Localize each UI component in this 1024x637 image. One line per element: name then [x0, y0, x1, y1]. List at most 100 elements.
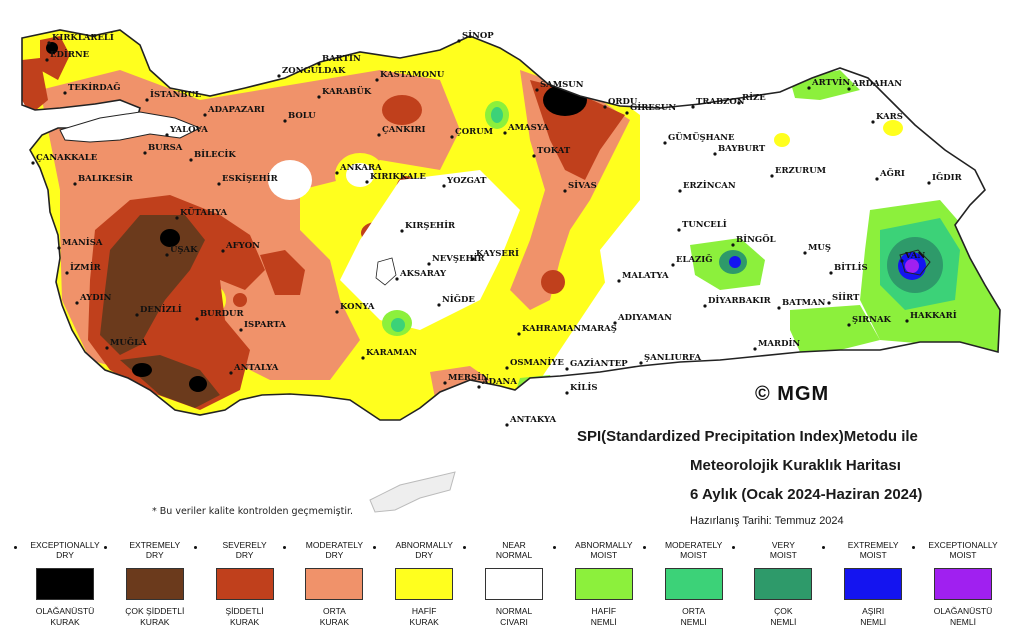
- city-marker: [663, 141, 667, 145]
- legend-item: NEAR NORMAL NORMAL CIVARI: [463, 540, 560, 628]
- legend-item: EXTREMELY MOIST AŞIRI NEMLİ: [822, 540, 919, 628]
- city-marker: [457, 39, 461, 43]
- city-marker: [361, 356, 365, 360]
- legend-turkish-label: HAFİF NEMLİ: [590, 606, 617, 627]
- city-label: KARS: [876, 112, 903, 122]
- city-label: AĞRI: [879, 167, 905, 179]
- city-label: TRABZON: [696, 97, 745, 107]
- legend-bullet: [463, 546, 466, 549]
- map-title-line3: 6 Aylık (Ocak 2024-Haziran 2024): [690, 486, 923, 503]
- preparation-date: Hazırlanış Tarihi: Temmuz 2024: [690, 515, 844, 527]
- city-marker: [195, 317, 199, 321]
- legend-swatch: [574, 568, 633, 600]
- city-marker: [737, 101, 741, 105]
- city-label: DİYARBAKIR: [708, 293, 772, 306]
- city-label: VAN: [904, 251, 926, 261]
- city-marker: [677, 228, 681, 232]
- city-marker: [143, 151, 147, 155]
- city-label: BİLECİK: [194, 147, 236, 160]
- city-marker: [847, 323, 851, 327]
- city-marker: [221, 249, 225, 253]
- city-label: KİLİS: [570, 380, 597, 393]
- city-label: BATMAN: [782, 298, 826, 308]
- legend-turkish-label: NORMAL CIVARI: [495, 606, 533, 627]
- legend-swatch: [395, 568, 454, 600]
- city-marker: [450, 135, 454, 139]
- legend-english-label: NEAR NORMAL: [495, 540, 533, 560]
- legend-english-label: ABNORMALLY MOIST: [575, 540, 633, 560]
- legend-english-label: EXTREMELY DRY: [129, 540, 181, 560]
- city-label: BALIKESİR: [78, 171, 134, 184]
- city-marker: [75, 301, 79, 305]
- city-marker: [400, 229, 404, 233]
- city-marker: [639, 361, 643, 365]
- city-label: BAYBURT: [718, 144, 766, 154]
- legend-turkish-label: AŞIRI NEMLİ: [860, 606, 887, 627]
- legend-turkish-label: ORTA NEMLİ: [680, 606, 707, 627]
- city-marker: [135, 313, 139, 317]
- city-marker: [277, 74, 281, 78]
- legend-turkish-label: ORTA KURAK: [319, 606, 350, 627]
- city-marker: [471, 257, 475, 261]
- city-label: ŞIRNAK: [852, 315, 892, 325]
- city-marker: [875, 177, 879, 181]
- city-marker: [691, 105, 695, 109]
- legend-swatch: [305, 568, 364, 600]
- city-marker: [927, 181, 931, 185]
- legend-swatch: [125, 568, 184, 600]
- legend-bullet: [642, 546, 646, 549]
- city-label: TUNCELİ: [682, 217, 727, 230]
- city-marker: [503, 131, 507, 135]
- city-label: BARTIN: [322, 54, 361, 64]
- city-label: DENİZLİ: [140, 302, 182, 315]
- legend-item: EXCEPTIONALLY MOIST OLAĞANÜSTÜ NEMLİ: [912, 540, 1009, 628]
- city-marker: [905, 319, 909, 323]
- city-marker: [427, 262, 431, 266]
- city-label: ADAPAZARI: [207, 105, 265, 115]
- city-label: TEKİRDAĞ: [68, 80, 120, 93]
- city-marker: [803, 251, 807, 255]
- legend-english-label: EXTREMELY MOIST: [847, 540, 899, 560]
- city-label: KÜTAHYA: [180, 205, 228, 218]
- legend-item: ABNORMALLY MOIST HAFİF NEMLİ: [552, 540, 650, 628]
- city-label: ARDAHAN: [851, 79, 902, 89]
- city-label: ESKİŞEHİR: [222, 171, 279, 184]
- legend-item: SEVERELY DRY ŞİDDETLİ KURAK: [193, 540, 291, 628]
- city-label: KIRIKKALE: [370, 172, 426, 182]
- legend-english-label: ABNORMALLY DRY: [395, 540, 453, 560]
- legend-turkish-label: OLAĞANÜSTÜ NEMLİ: [933, 606, 993, 627]
- city-label: ŞANLIURFA: [644, 353, 701, 363]
- legend: EXCEPTIONALLY DRY OLAĞANÜSTÜ KURAK EXTREME…: [0, 540, 1024, 637]
- city-marker: [365, 180, 369, 184]
- city-marker: [713, 152, 717, 156]
- city-label: SİNOP: [462, 28, 494, 41]
- city-label: ORDU: [608, 97, 638, 107]
- city-label: BİTLİS: [834, 260, 868, 273]
- legend-swatch: [754, 568, 813, 600]
- city-label: AKSARAY: [399, 269, 447, 279]
- legend-swatch: [215, 568, 274, 600]
- city-label: KARABÜK: [322, 84, 372, 97]
- legend-item: VERY MOIST ÇOK NEMLİ: [732, 540, 829, 628]
- legend-bullet: [552, 546, 556, 549]
- legend-bullet: [193, 546, 197, 549]
- city-label: KONYA: [340, 302, 375, 312]
- cyprus-island: [369, 471, 456, 513]
- city-label: SİVAS: [568, 178, 597, 191]
- city-label: ÇANKIRI: [382, 125, 426, 135]
- quality-note: * Bu veriler kalite kontrolden geçmemişt…: [152, 506, 354, 517]
- city-label: ERZİNCAN: [683, 178, 736, 191]
- legend-english-label: EXCEPTIONALLY MOIST: [928, 540, 998, 560]
- map-title-line2: Meteorolojik Kuraklık Haritası: [690, 457, 901, 474]
- city-label: BURSA: [148, 143, 183, 153]
- city-marker: [283, 119, 287, 123]
- drought-map: KIRKLARELİ EDİRNE TEKİRDAĞ İSTANBUL ÇANAKKAL…: [21, 28, 1001, 513]
- legend-english-label: SEVERELY DRY: [222, 540, 267, 560]
- legend-swatch: [934, 568, 992, 600]
- city-label: AMASYA: [507, 123, 549, 133]
- city-label: ISPARTA: [244, 320, 286, 330]
- legend-item: MODERATELY MOIST ORTA NEMLİ: [642, 540, 740, 628]
- legend-turkish-label: ŞİDDETLİ KURAK: [225, 606, 264, 627]
- city-marker: [900, 259, 904, 263]
- legend-turkish-label: OLAĞANÜSTÜ KURAK: [35, 606, 95, 627]
